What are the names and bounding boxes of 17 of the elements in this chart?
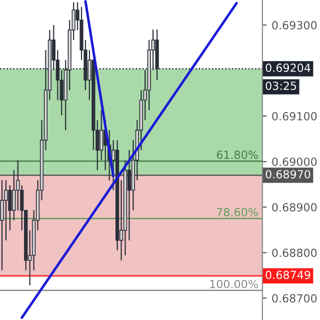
y-tick-label: 0.68900 (272, 203, 317, 212)
y-tick-label: 0.69100 (272, 112, 317, 120)
candlestick (12, 170, 16, 221)
y-tick-label: 0.68700 (272, 294, 317, 303)
annotation: 100.00% (210, 280, 258, 288)
y-tick-label: 0.68800 (272, 248, 317, 258)
y-tick-label: 0.69300 (272, 21, 317, 30)
annotation: 61.80% (216, 150, 258, 159)
candlestick (127, 150, 132, 241)
candlestick (100, 110, 104, 161)
y-tick-label: 0.69000 (272, 158, 317, 166)
candlestick (0, 180, 4, 271)
ref-line-label: 0.68970 (266, 170, 310, 178)
annotation: 78.60% (217, 208, 258, 216)
ref-line-label: 0.69204 (266, 64, 310, 72)
ref-line-label: 0.68749 (266, 270, 310, 280)
text: 03:25 (266, 82, 296, 90)
